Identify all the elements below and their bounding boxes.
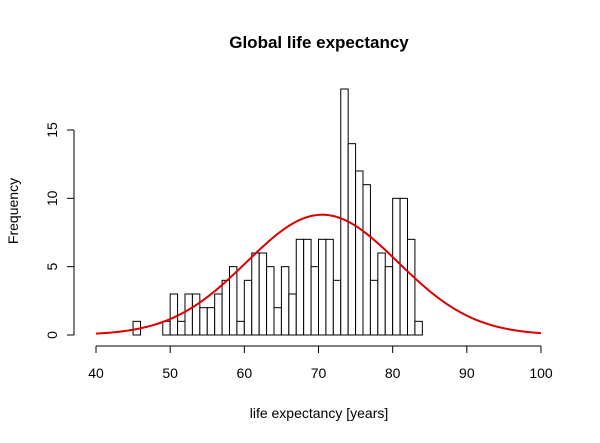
histogram-bar: [392, 197, 401, 336]
histogram-bar: [340, 88, 349, 336]
histogram-bar: [362, 184, 371, 336]
histogram-bar: [332, 279, 342, 336]
histogram-bars: [132, 88, 423, 336]
x-tick-label: 80: [385, 365, 401, 381]
histogram-bar: [251, 252, 260, 336]
histogram-bar: [407, 238, 416, 336]
histogram-bar: [243, 279, 253, 336]
histogram-bar: [347, 143, 357, 336]
histogram-bar: [377, 252, 386, 336]
histogram-bar: [369, 279, 379, 336]
x-tick-label: 60: [237, 365, 253, 381]
y-axis-label: Frequency: [5, 178, 21, 244]
x-tick-label: 50: [162, 365, 178, 381]
density-curve-line: [95, 213, 542, 335]
y-axis: 0 5 10 15: [44, 122, 75, 339]
x-tick-label: 100: [529, 365, 553, 381]
histogram-bar: [318, 238, 327, 336]
chart-title: Global life expectancy: [229, 33, 409, 52]
y-tick-label: 0: [44, 331, 60, 339]
y-tick-label: 15: [44, 122, 60, 138]
histogram-bar: [288, 293, 297, 336]
histogram-bar: [303, 238, 312, 336]
histogram-bar: [310, 266, 320, 336]
histogram-bar: [355, 170, 364, 336]
histogram-bar: [177, 320, 186, 336]
histogram-bar: [325, 238, 334, 336]
histogram-bar: [214, 293, 223, 336]
x-tick-label: 90: [459, 365, 475, 381]
x-tick-label: 40: [88, 365, 104, 381]
histogram-bar: [206, 307, 216, 336]
histogram-bar: [191, 293, 201, 336]
y-tick-label: 5: [44, 263, 60, 271]
histogram-bar: [258, 252, 268, 336]
x-tick-label: 70: [311, 365, 327, 381]
histogram-bar: [266, 266, 275, 336]
histogram-bar: [236, 320, 245, 336]
histogram-bar: [221, 279, 230, 336]
histogram-bar: [169, 293, 179, 336]
y-tick-label: 10: [44, 190, 60, 206]
histogram-bar: [295, 238, 305, 336]
histogram-bar: [414, 320, 423, 336]
x-axis-label: life expectancy [years]: [250, 405, 389, 421]
histogram-bar: [280, 266, 290, 336]
histogram-bar: [273, 307, 282, 336]
x-axis: 40 50 60 70 80 90 100: [88, 345, 553, 381]
histogram-bar: [199, 307, 208, 336]
histogram-bar: [384, 266, 394, 336]
histogram-bar: [184, 293, 193, 336]
density-curve-layer: [95, 213, 542, 335]
histogram-bar: [162, 320, 171, 336]
histogram-bar: [229, 266, 238, 336]
